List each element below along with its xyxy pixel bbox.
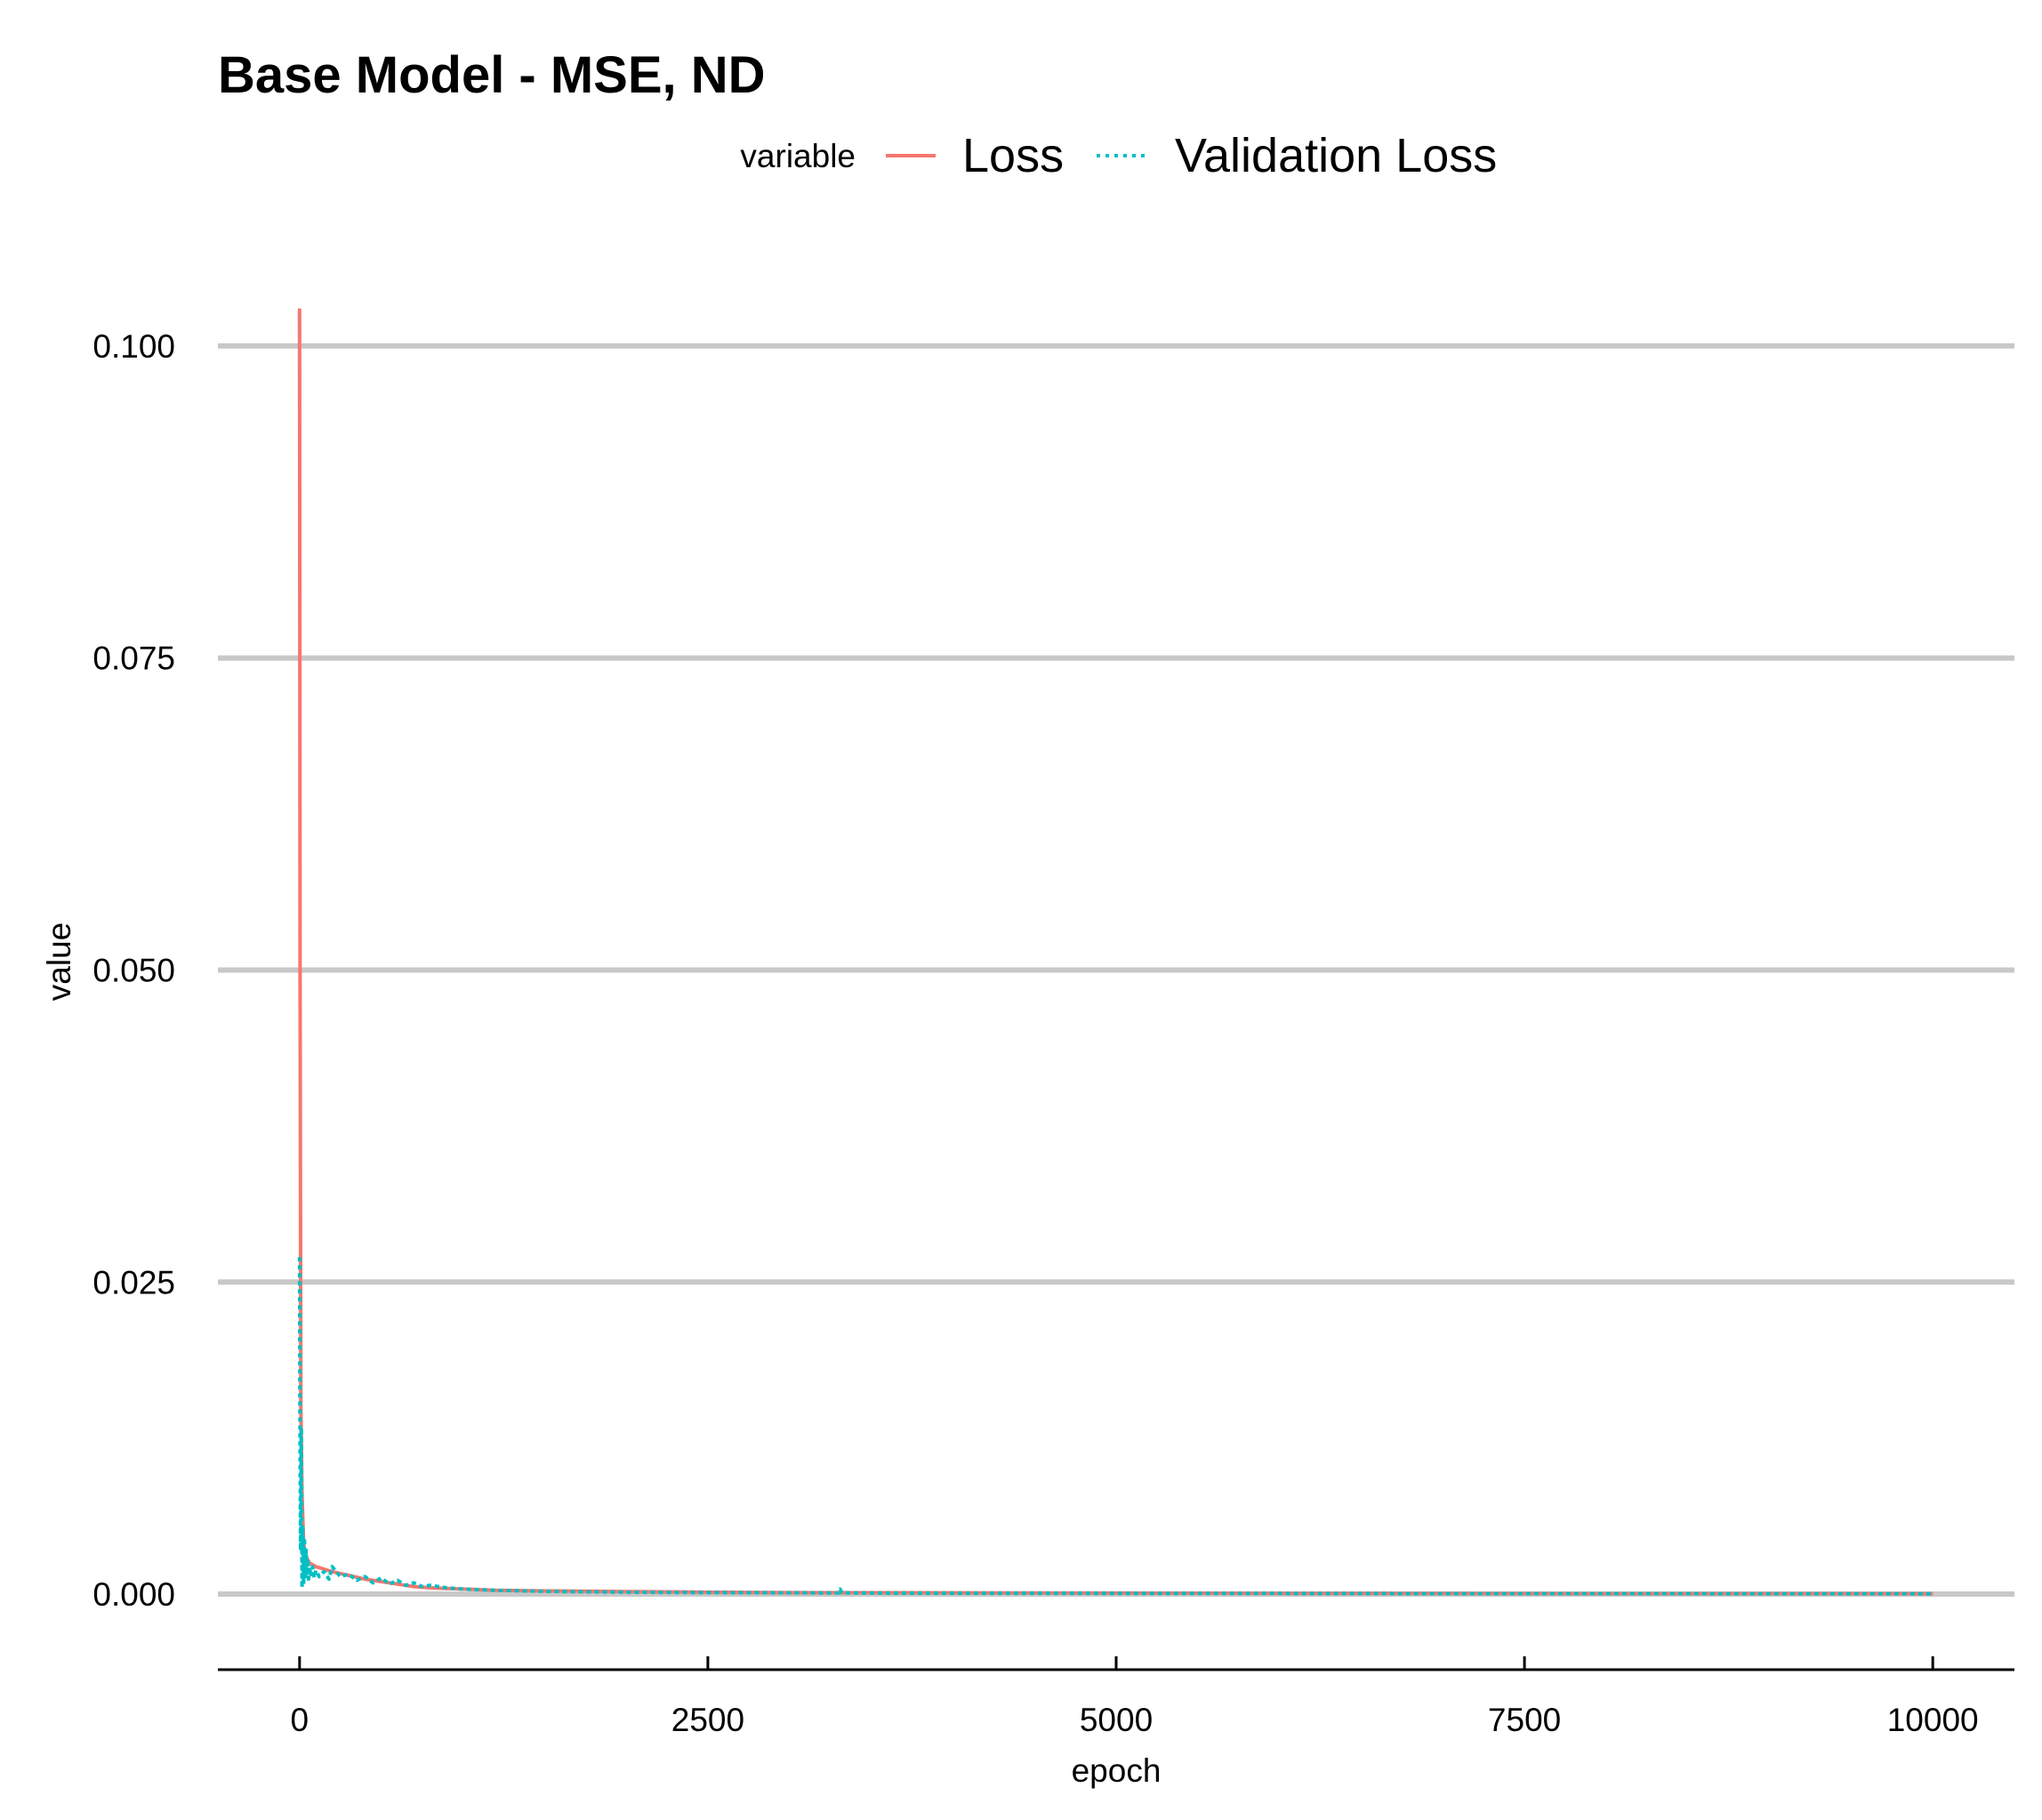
y-tick-label: 0.000 <box>92 1576 175 1613</box>
axes: 0.000 0.025 0.050 0.075 0.100 0 2500 5000 7500 10… <box>92 328 2014 1738</box>
legend-label-validation-loss: Validation Loss <box>1175 129 1497 182</box>
gridlines <box>218 342 2014 1598</box>
y-tick-label: 0.100 <box>92 328 175 365</box>
legend-title: variable <box>740 138 856 174</box>
x-tick-label: 10000 <box>1887 1702 1979 1738</box>
series-line-loss <box>297 308 1933 1596</box>
y-tick-label: 0.050 <box>92 952 175 988</box>
series-line-validation-loss <box>297 1257 1933 1596</box>
plot-series <box>297 308 1933 1596</box>
x-tick-label: 5000 <box>1080 1702 1153 1738</box>
x-axis-title: epoch <box>1072 1752 1162 1789</box>
x-tick-label: 7500 <box>1488 1702 1561 1738</box>
chart-title: Base Model - MSE, ND <box>218 46 766 104</box>
y-axis-title: value <box>41 922 77 1001</box>
x-tick-label: 0 <box>291 1702 310 1738</box>
x-tick-label: 2500 <box>671 1702 744 1738</box>
y-tick-label: 0.025 <box>92 1264 175 1301</box>
legend-label-loss: Loss <box>962 129 1064 182</box>
legend: variable Loss Validation Loss <box>740 129 1497 182</box>
y-tick-label: 0.075 <box>92 640 175 677</box>
